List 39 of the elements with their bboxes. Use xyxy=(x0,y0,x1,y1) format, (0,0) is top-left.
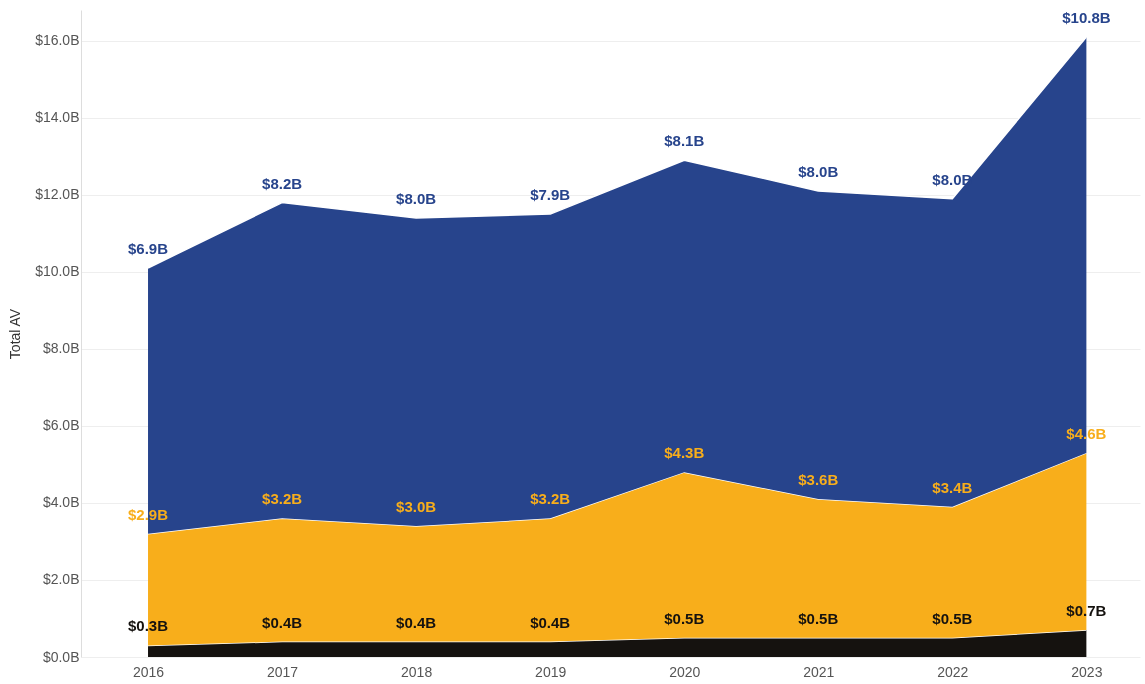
y-tick-label: $6.0B xyxy=(42,417,80,434)
y-tick-label: $16.0B xyxy=(35,32,80,49)
data-label: $3.2B xyxy=(262,490,303,508)
data-label: $3.0B xyxy=(396,498,437,516)
data-label: $7.9B xyxy=(530,186,571,204)
data-label: $0.4B xyxy=(396,613,437,631)
x-tick-label: 2017 xyxy=(267,663,299,680)
data-label: $8.0B xyxy=(798,163,839,181)
data-label: $3.4B xyxy=(932,478,973,496)
y-tick-label: $10.0B xyxy=(35,263,80,280)
data-label: $3.6B xyxy=(798,471,839,489)
data-label: $0.4B xyxy=(530,613,571,631)
data-label: $8.0B xyxy=(396,189,437,207)
data-label: $0.5B xyxy=(798,609,839,627)
y-tick-label: $2.0B xyxy=(42,571,80,588)
data-label: $4.3B xyxy=(664,444,705,462)
data-label: $0.5B xyxy=(664,609,705,627)
x-tick-label: 2016 xyxy=(132,663,165,680)
y-tick-label: $0.0B xyxy=(42,648,80,665)
data-label: $8.2B xyxy=(262,174,303,192)
x-tick-label: 2022 xyxy=(937,663,969,680)
x-tick-label: 2021 xyxy=(803,663,835,680)
y-tick-label: $8.0B xyxy=(42,340,80,357)
y-axis-title: Total AV xyxy=(7,308,24,360)
data-label: $3.2B xyxy=(530,490,571,508)
x-tick-label: 2020 xyxy=(669,663,701,680)
data-label: $0.4B xyxy=(262,613,303,631)
x-tick-label: 2019 xyxy=(535,663,567,680)
y-tick-label: $14.0B xyxy=(35,109,80,126)
data-label: $10.8B xyxy=(1062,8,1111,26)
x-tick-label: 2023 xyxy=(1071,663,1103,680)
data-label: $0.3B xyxy=(128,617,169,635)
data-label: $0.5B xyxy=(932,609,973,627)
x-tick-label: 2018 xyxy=(401,663,433,680)
data-label: $8.1B xyxy=(664,132,705,150)
data-label: $6.9B xyxy=(128,240,169,258)
data-label: $2.9B xyxy=(128,505,169,523)
y-tick-label: $12.0B xyxy=(35,186,80,203)
y-tick-label: $4.0B xyxy=(42,494,80,511)
